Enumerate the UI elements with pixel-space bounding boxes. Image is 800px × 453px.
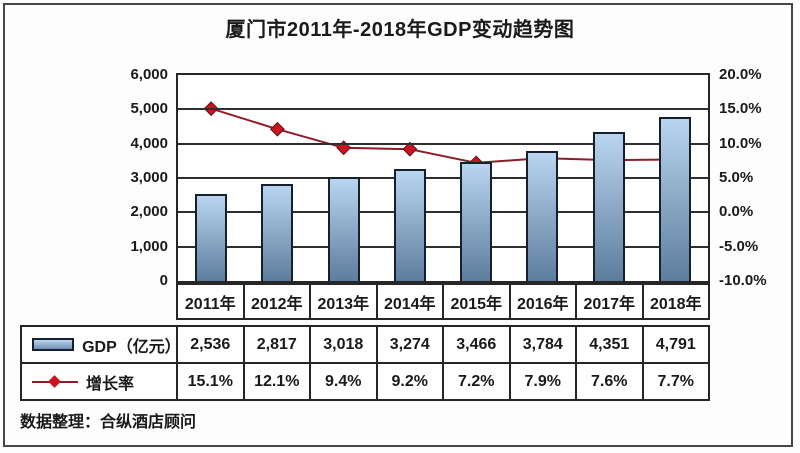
plot-area — [176, 73, 710, 283]
table-value-2017年-row0: 4,351 — [575, 327, 642, 362]
table-value-2016年-row0: 3,784 — [508, 327, 576, 362]
table-value-2013年-row1: 9.4% — [309, 364, 376, 399]
gridline — [178, 177, 708, 179]
table-value-2016年-row1: 7.9% — [508, 364, 576, 399]
gdp-bar-2014年 — [393, 168, 426, 281]
table-row: 增长率 15.1% 12.1% 9.4% 9.2% 7.2% 7.9% 7.6% 7.7% — [22, 362, 708, 399]
growth-marker-2012年 — [269, 121, 285, 137]
chart-title: 厦门市2011年-2018年GDP变动趋势图 — [225, 19, 575, 41]
left-axis-tick: 1,000 — [130, 237, 168, 255]
x-axis-label-2012年: 2012年 — [242, 285, 310, 318]
x-axis-label-2011年: 2011年 — [184, 295, 236, 313]
table-value-2011年-row0: 2,536 — [176, 327, 243, 362]
legend-label: 增长率 — [86, 375, 135, 393]
gdp-bar-2013年 — [327, 177, 360, 281]
left-axis-tick: 0 — [159, 272, 168, 289]
table-row: GDP（亿元） 2,536 2,817 3,018 3,274 3,466 3,784 4,3… — [22, 327, 708, 362]
gdp-bar-2018年 — [658, 116, 691, 281]
right-axis-tick: 15.0% — [719, 100, 762, 118]
growth-marker-2014年 — [402, 141, 418, 157]
left-axis-tick: 3,000 — [130, 169, 168, 186]
gdp-bar-2017年 — [592, 131, 625, 281]
gdp-bar-legend-icon — [32, 338, 75, 351]
table-value-2012年-row1: 12.1% — [242, 364, 310, 399]
table-value-2018年-row1: 7.7% — [641, 364, 709, 399]
source-note: 数据整理：合纵酒店顾问 — [20, 414, 197, 431]
legend-cell: 增长率 — [22, 364, 176, 399]
table-value-2011年-row1: 15.1% — [176, 364, 243, 399]
growth-line-legend-icon — [32, 374, 78, 388]
plot-inner — [178, 75, 708, 281]
legend-data-table: GDP（亿元） 2,536 2,817 3,018 3,274 3,466 3,784 4,3… — [20, 325, 710, 401]
gridline — [178, 211, 708, 214]
right-axis-tick: -10.0% — [719, 272, 767, 289]
gridline — [178, 245, 708, 248]
left-axis-tick: 4,000 — [130, 134, 168, 152]
table-value-2017年-row1: 7.6% — [575, 364, 642, 399]
x-axis-label-2014年: 2014年 — [375, 285, 443, 318]
table-value-2015年-row1: 7.2% — [442, 364, 509, 399]
x-axis-label-2018年: 2018年 — [641, 285, 709, 318]
table-value-2013年-row0: 3,018 — [309, 327, 376, 362]
x-axis-label-2017年: 2017年 — [575, 285, 642, 318]
x-axis-label-2016年: 2016年 — [508, 285, 576, 318]
right-axis-tick: 0.0% — [719, 203, 754, 221]
gridline — [178, 108, 708, 111]
left-axis-tick: 6,000 — [130, 66, 168, 83]
left-axis-tick: 5,000 — [130, 100, 168, 118]
gridline — [178, 142, 708, 145]
right-axis-tick: 5.0% — [719, 169, 754, 186]
right-axis-tick: -5.0% — [719, 237, 759, 255]
gdp-bar-2012年 — [261, 184, 294, 281]
legend-cell: GDP（亿元） — [22, 327, 181, 362]
table-value-2014年-row1: 9.2% — [375, 364, 443, 399]
table-value-2015年-row0: 3,466 — [442, 327, 509, 362]
table-value-2018年-row0: 4,791 — [641, 327, 709, 362]
x-axis-category-row: 2011年 2012年 2013年 2014年 2015年 2016年 2017年 2018年 — [176, 283, 710, 320]
table-value-2012年-row0: 2,817 — [242, 327, 310, 362]
x-axis-label-2013年: 2013年 — [309, 285, 376, 318]
x-axis-label-2015年: 2015年 — [442, 285, 509, 318]
gdp-bar-2011年 — [195, 193, 228, 281]
gdp-bar-2015年 — [460, 162, 493, 281]
legend-label: GDP（亿元） — [82, 338, 181, 356]
legend-diamond-marker — [48, 374, 61, 388]
right-axis-tick: 20.0% — [719, 66, 762, 83]
gdp-bar-2016年 — [526, 151, 559, 281]
left-axis-tick: 2,000 — [130, 203, 168, 221]
table-value-2014年-row0: 3,274 — [375, 327, 443, 362]
right-axis-tick: 10.0% — [719, 134, 762, 152]
